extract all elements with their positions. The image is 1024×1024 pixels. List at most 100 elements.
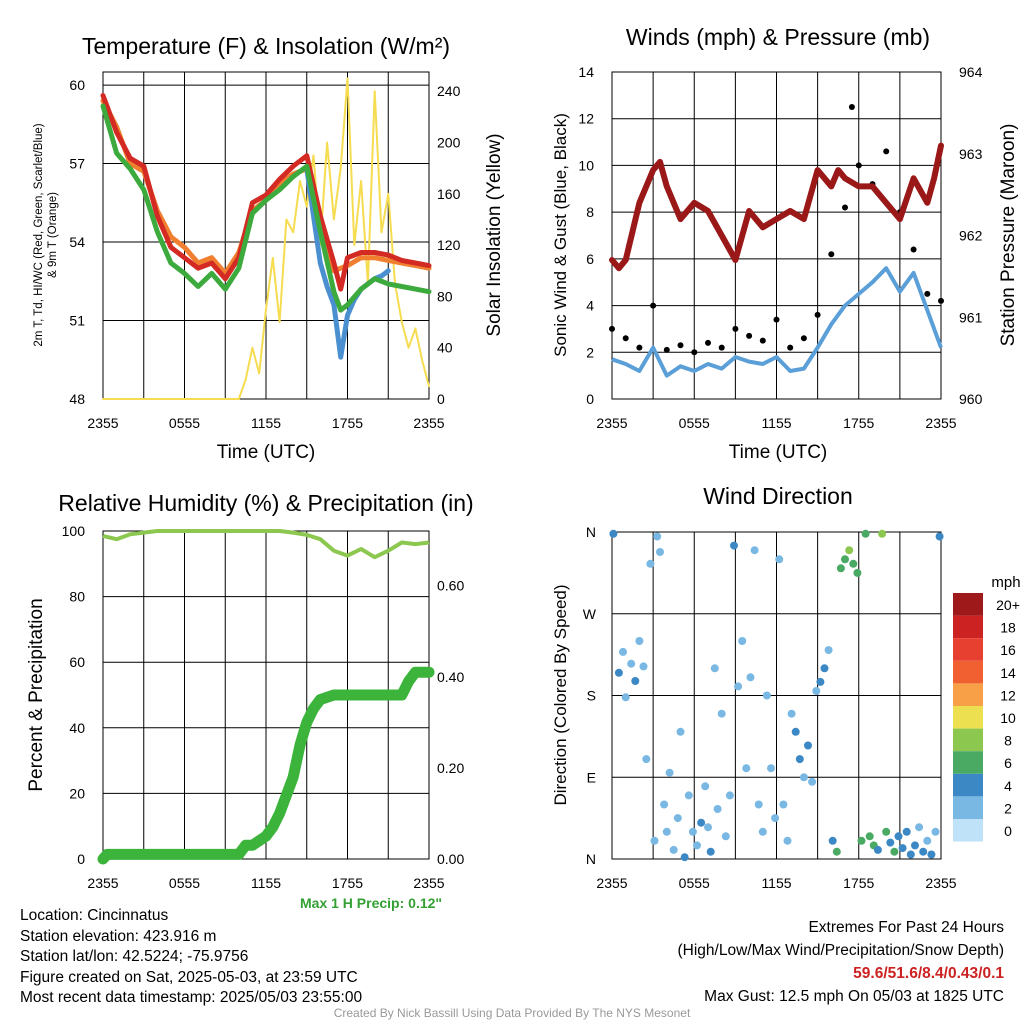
direction-point (614, 668, 623, 677)
series-td (100, 103, 432, 313)
direction-point (795, 755, 804, 764)
direction-point (713, 805, 722, 813)
temperature-title: Temperature (F) & Insolation (W/m²) (82, 33, 450, 59)
temperature-x-tick-label: 2355 (87, 415, 118, 431)
gust-point (842, 204, 848, 211)
direction-point (857, 836, 866, 845)
direction-point (849, 559, 858, 568)
legend-swatch (953, 728, 983, 752)
direction-point (704, 823, 712, 832)
legend-label: 4 (1004, 778, 1012, 794)
station-latlon: Station lat/lon: 42.5224; -75.9756 (20, 948, 249, 965)
gust-point (732, 325, 739, 332)
humidity-marks (97, 529, 435, 865)
humidity-ylabel: Percent & Precipitation (26, 598, 47, 791)
direction-point (783, 836, 792, 845)
legend-label: 18 (1000, 620, 1016, 636)
direction-point (894, 832, 903, 841)
direction-point (693, 841, 701, 850)
humidity-y2-tick-label: 0.20 (437, 760, 464, 776)
max-gust: Max Gust: 12.5 mph On 05/03 at 1825 UTC (704, 988, 1004, 1005)
winds-y-tick-label: 4 (586, 298, 594, 314)
gust-point (677, 342, 684, 349)
direction-point (845, 546, 854, 555)
direction-point (890, 847, 899, 856)
direction-point (609, 529, 618, 538)
gust-point (814, 311, 821, 318)
direction-point (742, 764, 751, 773)
direction-point (710, 664, 719, 673)
extremes-title: Extremes For Past 24 Hours (808, 919, 1004, 936)
direction-point (927, 850, 936, 859)
humidity-x-tick-label: 1155 (251, 875, 281, 891)
temperature-panel: Temperature (F) & Insolation (W/m²) Time… (33, 33, 505, 463)
series-2m-t (100, 93, 432, 292)
direction-marks (609, 529, 944, 862)
temperature-y2-tick-label: 40 (437, 340, 453, 356)
direction-point (706, 847, 715, 856)
temperature-y-tick-label: 57 (69, 156, 85, 172)
direction-point (923, 836, 932, 845)
temperature-x-tick-label: 1755 (332, 415, 363, 431)
winds-y2-tick-label: 960 (959, 391, 983, 407)
temperature-y2-tick-label: 80 (437, 288, 453, 304)
direction-point (775, 555, 784, 564)
direction-point (642, 755, 651, 764)
direction-point (873, 845, 882, 854)
direction-point (660, 800, 669, 809)
direction-point (779, 800, 788, 809)
direction-y-tick-label: S (587, 688, 596, 704)
legend-swatch (953, 819, 983, 842)
direction-title: Wind Direction (703, 483, 853, 509)
legend-swatch (953, 751, 983, 774)
direction-point (931, 827, 940, 836)
direction-point (758, 827, 767, 836)
direction-x-tick-label: 1755 (843, 875, 874, 891)
winds-x-tick-label: 2355 (596, 415, 627, 431)
temperature-y2-tick-label: 120 (437, 237, 461, 253)
series-precipitation (97, 666, 435, 865)
direction-point (878, 529, 887, 538)
temperature-y-tick-label: 48 (69, 391, 85, 407)
direction-x-tick-label: 2355 (596, 875, 627, 891)
series-relative-humidity (102, 529, 430, 560)
direction-point (882, 827, 891, 836)
legend-swatch (953, 615, 983, 639)
winds-y2-tick-label: 963 (959, 146, 983, 162)
winds-x-tick-label: 1755 (843, 415, 874, 431)
winds-y-tick-label: 2 (586, 344, 594, 360)
direction-point (828, 836, 837, 845)
direction-ylabel: Direction (Colored By Speed) (551, 584, 570, 805)
humidity-y2-tick-label: 0.40 (437, 669, 464, 685)
winds-y2-tick-label: 964 (959, 64, 983, 80)
winds-y-tick-label: 12 (578, 111, 594, 127)
gust-point (787, 344, 794, 351)
legend-swatch (953, 638, 983, 661)
winds-y2-tick-label: 961 (959, 309, 983, 325)
winds-y-tick-label: 14 (578, 64, 594, 80)
station-location: Location: Cincinnatus (20, 907, 169, 924)
temperature-y2label: Solar Insolation (Yellow) (484, 133, 505, 336)
legend-title: mph (991, 574, 1020, 591)
temperature-y-tick-label: 51 (69, 313, 85, 329)
direction-y-tick-label: N (586, 524, 596, 540)
direction-point (791, 727, 800, 736)
gust-point (938, 297, 944, 304)
direction-point (804, 741, 812, 750)
legend-swatch (953, 660, 983, 684)
gust-point (800, 335, 807, 342)
extremes-subtitle: (High/Low/Max Wind/Precipitation/Snow De… (677, 942, 1005, 959)
temperature-grid: 2355 0555 1155 1755 235548515457600408012016… (69, 72, 461, 431)
direction-x-tick-label: 0555 (679, 875, 710, 891)
legend-label: 0 (1004, 823, 1012, 839)
direction-point (832, 847, 841, 856)
temperature-x-tick-label: 1155 (251, 415, 281, 431)
legend-label: 20+ (996, 597, 1020, 613)
station-elevation: Station elevation: 423.916 m (20, 927, 217, 945)
gust-point (855, 162, 862, 169)
direction-point (619, 647, 627, 656)
direction-point (697, 818, 706, 827)
temperature-x-tick-label: 0555 (169, 415, 200, 431)
humidity-x-tick-label: 0555 (169, 875, 200, 891)
